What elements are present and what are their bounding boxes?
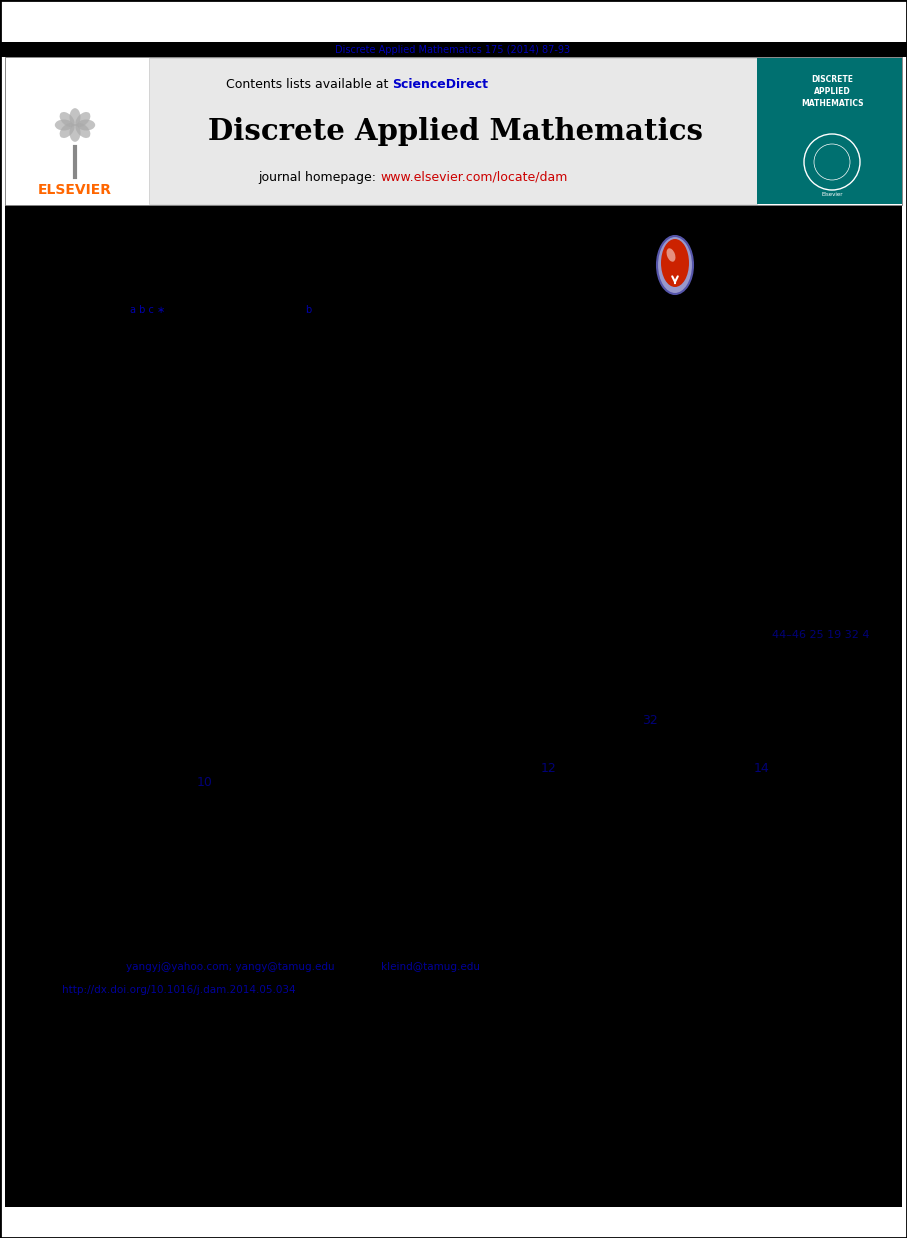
Bar: [5, 57, 902, 206]
Ellipse shape: [75, 111, 91, 128]
Text: ELSEVIER: ELSEVIER: [38, 183, 112, 197]
Text: Discrete Applied Mathematics: Discrete Applied Mathematics: [208, 118, 703, 146]
Text: 12: 12: [541, 761, 557, 775]
Bar: [5, 206, 902, 1214]
Ellipse shape: [60, 123, 74, 137]
Text: www.elsevier.com/locate/dam: www.elsevier.com/locate/dam: [380, 171, 568, 183]
Text: DISCRETE
APPLIED
MATHEMATICS: DISCRETE APPLIED MATHEMATICS: [801, 76, 863, 108]
Ellipse shape: [54, 120, 73, 130]
Text: 44–46 25 19 32 4: 44–46 25 19 32 4: [773, 630, 870, 640]
Ellipse shape: [667, 249, 676, 261]
Text: 14: 14: [754, 761, 770, 775]
Text: Discrete Applied Mathematics 175 (2014) 87-93: Discrete Applied Mathematics 175 (2014) …: [336, 45, 571, 54]
Ellipse shape: [70, 124, 81, 142]
Text: http://dx.doi.org/10.1016/j.dam.2014.05.034: http://dx.doi.org/10.1016/j.dam.2014.05.…: [62, 985, 296, 995]
Text: 10: 10: [197, 776, 213, 790]
Ellipse shape: [60, 111, 74, 128]
Text: journal homepage:: journal homepage:: [258, 171, 380, 183]
Bar: [757, 58, 902, 204]
Text: kleind@tamug.edu: kleind@tamug.edu: [381, 962, 480, 972]
Ellipse shape: [657, 236, 693, 293]
Bar: [149, 58, 757, 204]
Text: a b c ∗: a b c ∗: [130, 305, 165, 314]
Ellipse shape: [661, 239, 689, 287]
Bar: [0, 0, 907, 42]
Bar: [149, 58, 757, 204]
Text: b: b: [305, 305, 311, 314]
Text: Elsevier: Elsevier: [821, 192, 843, 197]
Ellipse shape: [75, 123, 91, 137]
Bar: [0, 1207, 907, 1238]
Ellipse shape: [77, 120, 95, 130]
Text: Contents lists available at: Contents lists available at: [226, 78, 392, 92]
Text: ScienceDirect: ScienceDirect: [392, 78, 488, 92]
Ellipse shape: [70, 108, 81, 126]
Text: yangyj@yahoo.com; yangy@tamug.edu: yangyj@yahoo.com; yangy@tamug.edu: [126, 962, 335, 972]
Bar: [0, 42, 907, 57]
Text: 32: 32: [642, 713, 658, 727]
Bar: [6, 58, 149, 204]
